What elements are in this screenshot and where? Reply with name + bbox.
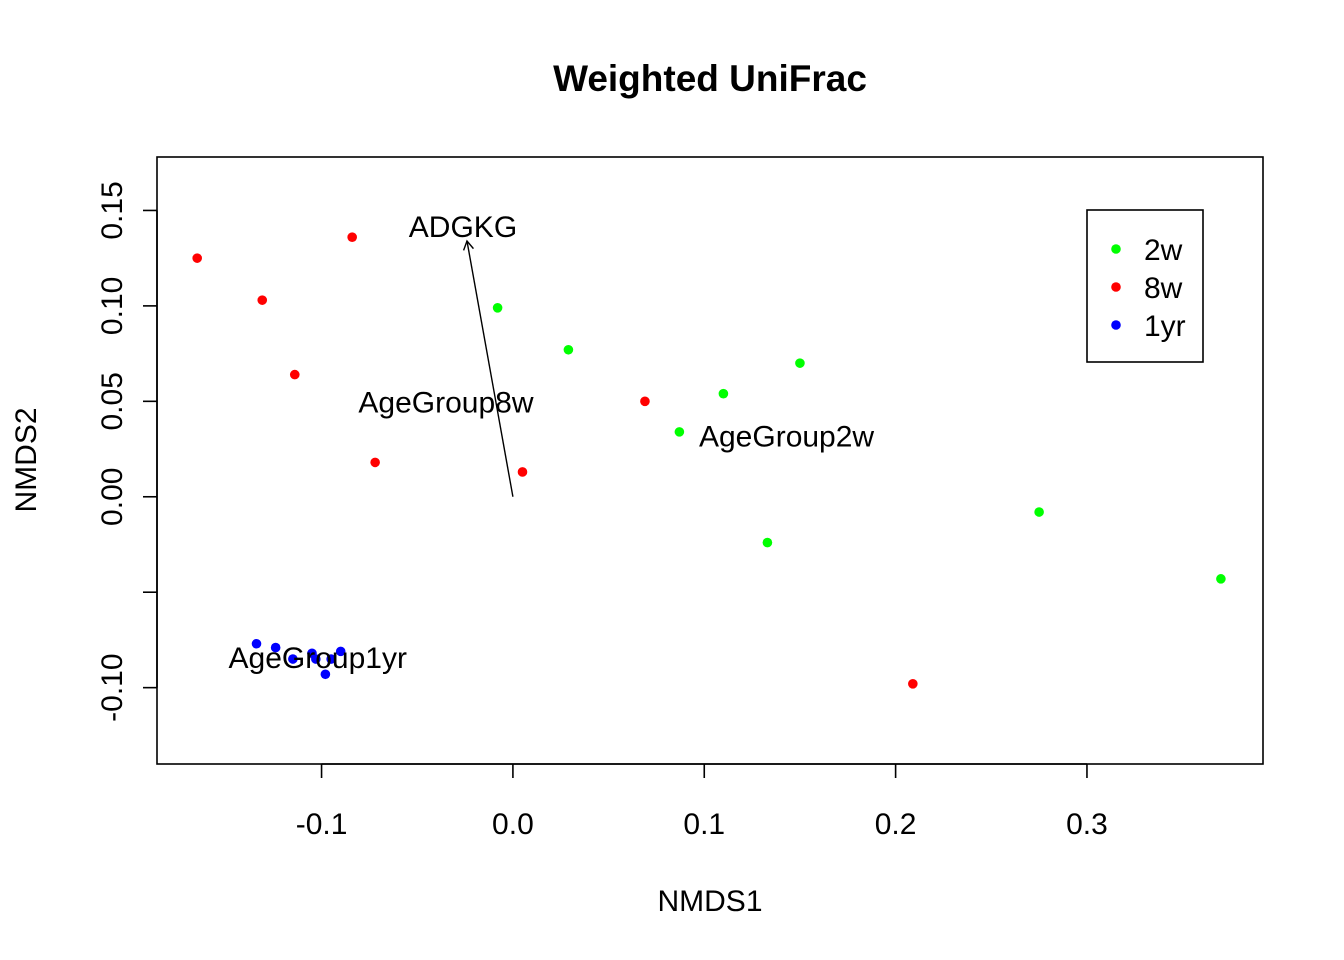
vector-arrow-line	[466, 240, 514, 497]
y-tick-label: 0.00	[96, 468, 129, 526]
vector-arrow-head	[462, 239, 474, 251]
legend-marker-8w	[1111, 282, 1121, 292]
point-8w	[517, 467, 528, 477]
centroid-label: AgeGroup1yr	[229, 642, 407, 675]
legend-label-1yr: 1yr	[1144, 310, 1186, 343]
x-axis: -0.1 0.0 0.1 0.2 0.3	[296, 763, 1108, 841]
x-tick-label: 0.2	[875, 808, 917, 841]
x-tick-label: -0.1	[296, 808, 348, 841]
point-1yr	[326, 654, 336, 664]
point-8w	[257, 295, 268, 305]
points-layer	[192, 232, 1226, 689]
point-2w	[1034, 507, 1044, 517]
point-8w	[347, 232, 357, 242]
point-8w	[640, 396, 650, 407]
point-1yr	[288, 654, 298, 664]
x-tick-label: 0.1	[683, 808, 725, 841]
point-2w	[762, 537, 773, 548]
legend-label-8w: 8w	[1144, 272, 1183, 305]
point-2w	[795, 358, 805, 368]
y-axis-title: NMDS2	[10, 407, 43, 512]
centroid-labels: AgeGroup8w AgeGroup2w AgeGroup1yr	[229, 386, 875, 675]
x-tick-label: 0.3	[1066, 808, 1108, 841]
centroid-label: AgeGroup8w	[358, 386, 533, 419]
point-8w	[289, 369, 300, 380]
point-1yr	[270, 642, 281, 653]
point-2w	[1216, 574, 1226, 584]
point-2w	[674, 427, 685, 437]
point-8w	[192, 253, 202, 263]
point-2w	[492, 302, 503, 313]
legend-marker-2w	[1111, 244, 1121, 254]
legend-box	[1086, 209, 1204, 363]
legend-marker-1yr	[1111, 320, 1121, 330]
point-1yr	[320, 669, 331, 680]
point-1yr	[335, 646, 346, 657]
point-2w	[718, 388, 729, 399]
legend: 2w 8w 1yr	[1086, 209, 1204, 363]
y-tick-label: 0.15	[96, 181, 129, 239]
vector-layer: ADGKG	[409, 211, 517, 497]
point-8w	[370, 457, 380, 468]
x-axis-title: NMDS1	[657, 885, 762, 918]
point-1yr	[251, 638, 262, 649]
point-1yr	[311, 654, 321, 664]
x-tick-label: 0.0	[492, 808, 534, 841]
chart-title: Weighted UniFrac	[553, 58, 867, 99]
point-2w	[563, 344, 574, 355]
vector-label: ADGKG	[409, 211, 517, 244]
y-tick-label: 0.05	[96, 372, 129, 430]
legend-label-2w: 2w	[1144, 234, 1183, 267]
centroid-label: AgeGroup2w	[699, 421, 874, 454]
point-8w	[908, 679, 918, 689]
y-tick-label: -0.10	[96, 653, 129, 721]
y-axis: 0.15 0.10 0.05 0.00 -0.10	[96, 181, 158, 722]
y-tick-label: 0.10	[96, 277, 129, 335]
